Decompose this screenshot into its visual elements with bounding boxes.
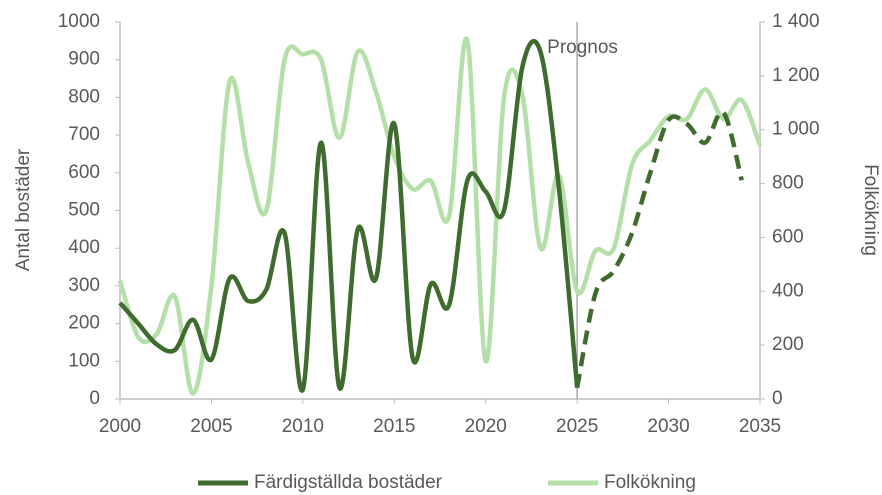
x-tick-label: 2020 <box>465 416 507 437</box>
y-tick-label: 1000 <box>58 11 100 32</box>
y2-tick-label: 1 000 <box>772 119 820 140</box>
y-tick-label: 0 <box>89 388 100 409</box>
y-tick-label: 200 <box>68 313 100 334</box>
y2-tick-label: 200 <box>772 334 804 355</box>
x-tick-label: 2000 <box>99 416 141 437</box>
forecast-line-series <box>574 109 744 389</box>
y2-tick-label: 600 <box>772 226 804 247</box>
y-tick-label: 500 <box>68 200 100 221</box>
x-tick-label: 2025 <box>556 416 598 437</box>
line-series <box>117 36 763 396</box>
y-tick-label: 900 <box>68 49 100 70</box>
y-tick-label: 300 <box>68 275 100 296</box>
y-tick-label: 400 <box>68 237 100 258</box>
y2-tick-label: 800 <box>772 173 804 194</box>
y-tick-label: 600 <box>68 162 100 183</box>
x-tick-label: 2015 <box>373 416 415 437</box>
legend-label: Färdigställda bostäder <box>254 472 443 493</box>
y-tick-label: 100 <box>68 350 100 371</box>
y2-axis-label: Folkökning <box>860 164 881 256</box>
y-tick-label: 800 <box>68 86 100 107</box>
line-series <box>118 38 580 393</box>
x-tick-label: 2005 <box>190 416 232 437</box>
x-tick-label: 2035 <box>739 416 781 437</box>
legend-label: Folkökning <box>604 472 696 493</box>
annotation: Prognos <box>547 37 618 58</box>
y2-tick-label: 1 200 <box>772 65 820 86</box>
y-axis-label: Antal bostäder <box>13 148 34 271</box>
y2-tick-label: 1 400 <box>772 11 820 32</box>
x-tick-label: 2010 <box>282 416 324 437</box>
y2-tick-label: 400 <box>772 280 804 301</box>
y2-tick-label: 0 <box>772 388 783 409</box>
y-tick-label: 700 <box>68 124 100 145</box>
x-tick-label: 2030 <box>647 416 689 437</box>
